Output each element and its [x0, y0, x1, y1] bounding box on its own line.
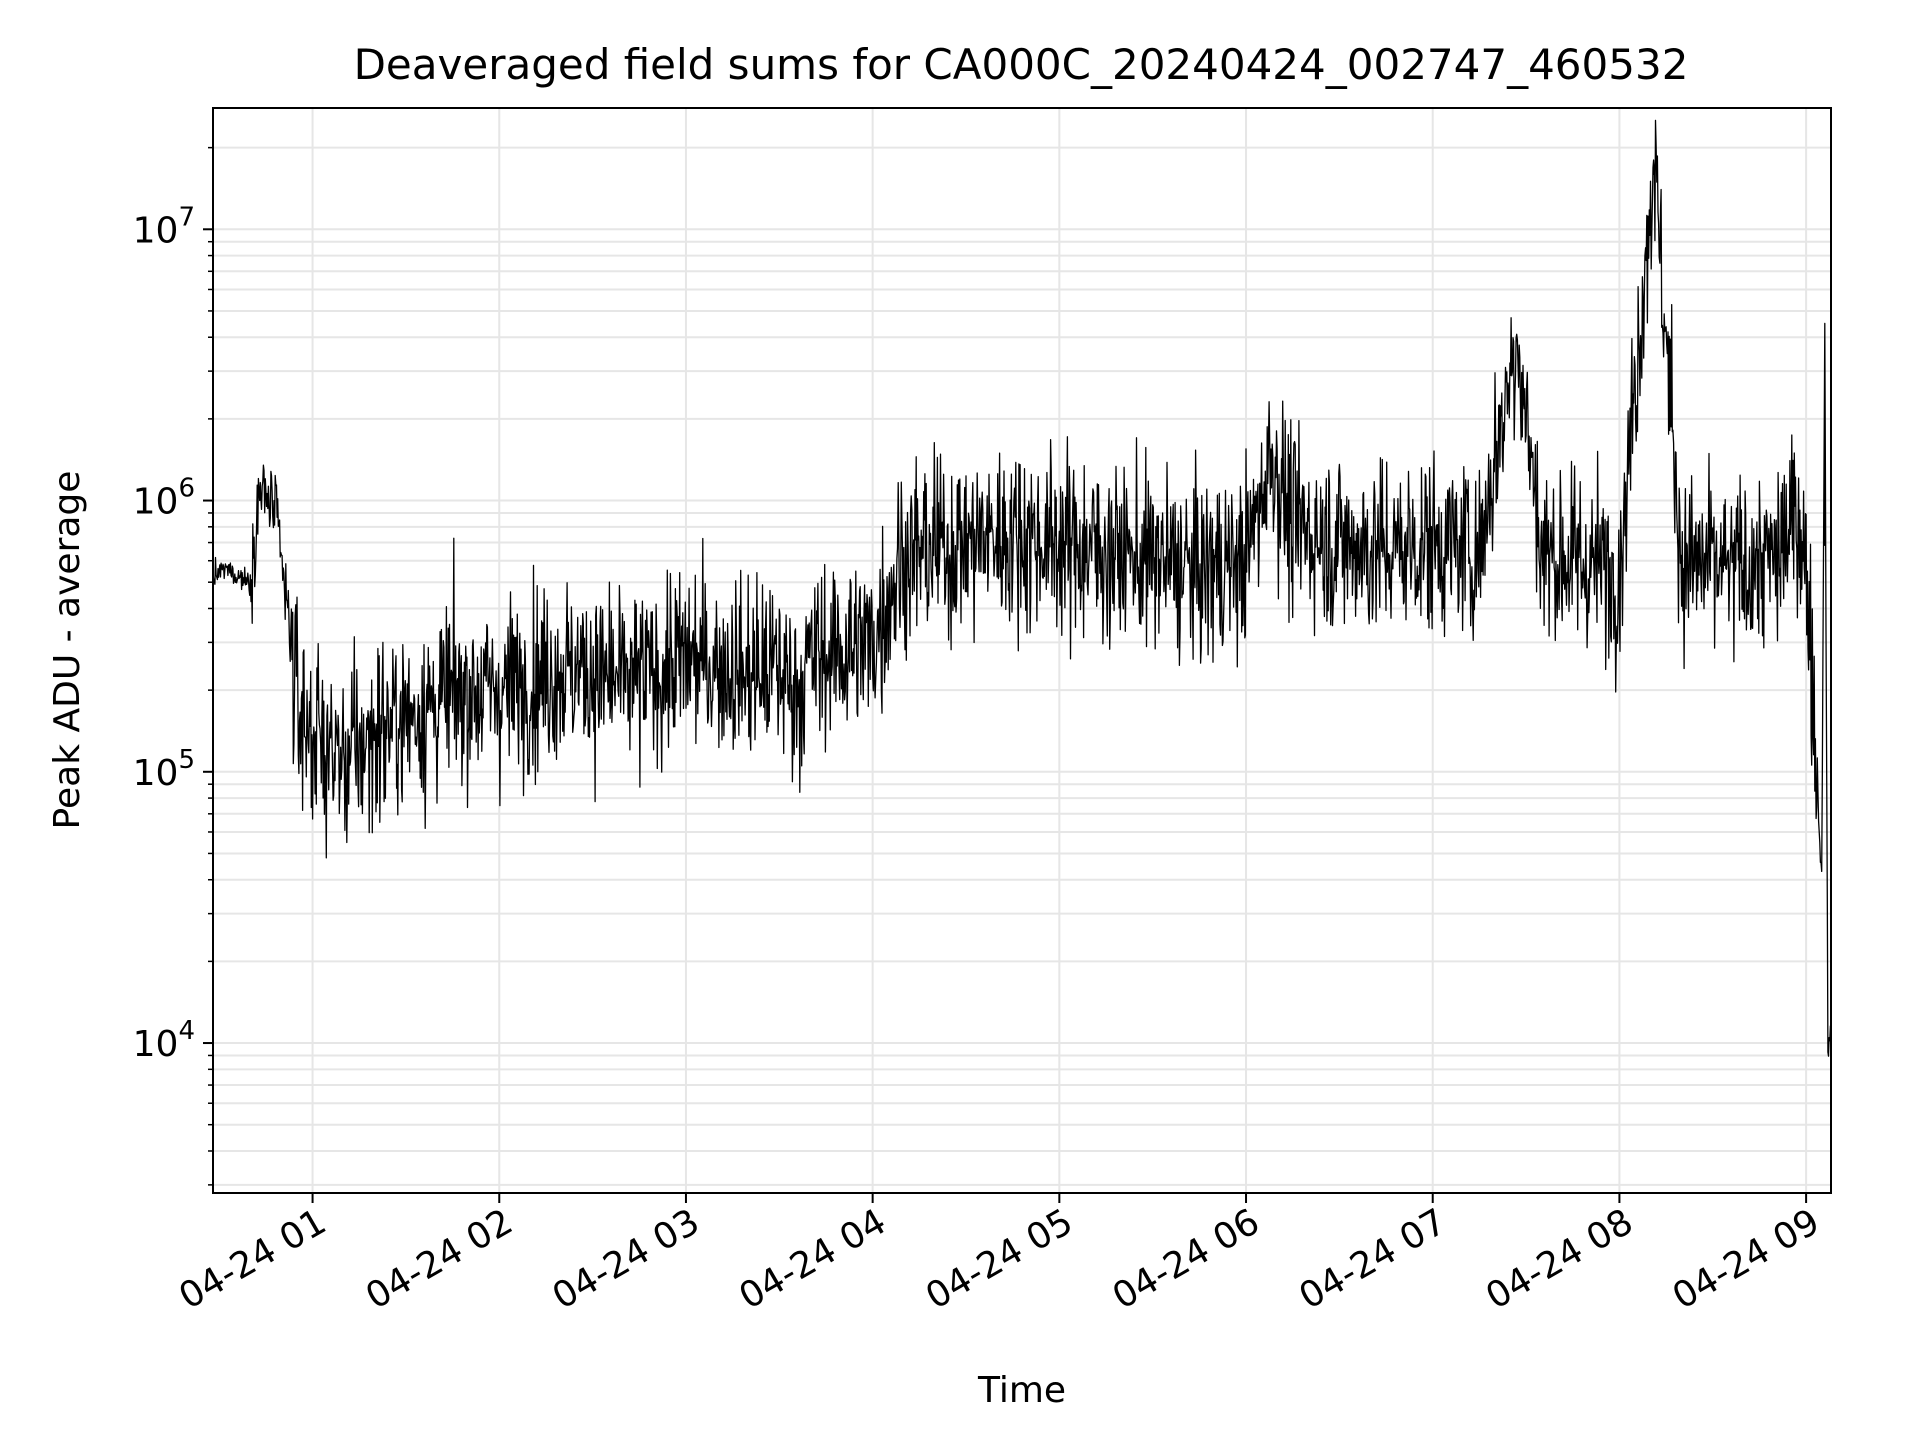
plot-area [212, 107, 1832, 1194]
y-axis-label: Peak ADU - average [47, 471, 88, 830]
series-line [212, 119, 1832, 1057]
y-tick-label: 107 [133, 202, 195, 251]
series-group [212, 119, 1832, 1057]
chart-title: Deaveraged field sums for CA000C_2024042… [354, 40, 1689, 89]
y-tick-label: 104 [133, 1016, 195, 1065]
y-tick-label: 106 [133, 474, 195, 523]
y-axis: 104 105 106 107 [133, 146, 213, 1186]
y-tick-label: 105 [133, 745, 195, 794]
x-axis-label: Time [977, 1370, 1066, 1411]
